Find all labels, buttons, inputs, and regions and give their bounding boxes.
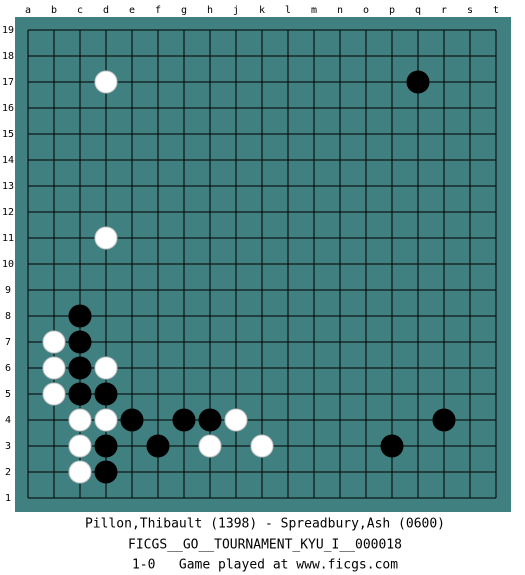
black-stone <box>120 408 144 432</box>
row-label: 18 <box>2 51 14 62</box>
row-label: 13 <box>2 181 14 192</box>
row-label: 11 <box>2 233 14 244</box>
white-stone <box>68 434 92 458</box>
white-stone <box>68 408 92 432</box>
row-label: 9 <box>5 285 11 296</box>
white-stone <box>94 70 118 94</box>
event: FICGS__GO__TOURNAMENT_KYU_I__000018 <box>128 538 402 553</box>
black-stone <box>380 434 404 458</box>
column-label: r <box>441 5 447 16</box>
row-label: 17 <box>2 77 14 88</box>
white-stone <box>94 226 118 250</box>
white-stone <box>42 356 66 380</box>
row-label: 19 <box>2 25 14 36</box>
column-label: h <box>207 5 213 16</box>
column-label: g <box>181 5 187 16</box>
row-label: 4 <box>5 415 11 426</box>
black-stone <box>94 382 118 406</box>
column-label: n <box>337 5 343 16</box>
white-stone <box>42 382 66 406</box>
row-label: 16 <box>2 103 14 114</box>
black-stone <box>68 304 92 328</box>
stones <box>42 70 456 484</box>
black-stone <box>68 382 92 406</box>
column-label: o <box>363 5 369 16</box>
row-label: 1 <box>5 493 11 504</box>
column-label: d <box>103 5 109 16</box>
black-stone <box>94 460 118 484</box>
row-label: 12 <box>2 207 14 218</box>
column-label: q <box>415 5 421 16</box>
column-label: p <box>389 5 395 16</box>
white-stone <box>68 460 92 484</box>
black-stone <box>198 408 222 432</box>
row-label: 2 <box>5 467 11 478</box>
row-label: 10 <box>2 259 14 270</box>
column-label: c <box>77 5 83 16</box>
black-stone <box>68 330 92 354</box>
black-stone <box>432 408 456 432</box>
black-stone <box>146 434 170 458</box>
column-label: l <box>285 5 291 16</box>
white-stone <box>94 408 118 432</box>
white-stone <box>198 434 222 458</box>
grid <box>27 29 497 499</box>
black-stone <box>94 434 118 458</box>
column-label: m <box>311 5 317 16</box>
players: Pillon,Thibault (1398) - Spreadbury,Ash … <box>85 517 445 532</box>
black-stone <box>68 356 92 380</box>
white-stone <box>94 356 118 380</box>
white-stone <box>42 330 66 354</box>
black-stone <box>406 70 430 94</box>
column-label: b <box>51 5 57 16</box>
row-label: 14 <box>2 155 14 166</box>
black-stone <box>172 408 196 432</box>
column-label: s <box>467 5 473 16</box>
column-label: e <box>129 5 135 16</box>
row-label: 15 <box>2 129 14 140</box>
white-stone <box>250 434 274 458</box>
column-label: a <box>25 5 31 16</box>
column-label: k <box>259 5 265 16</box>
row-label: 3 <box>5 441 11 452</box>
result: 1-0 Game played at www.ficgs.com <box>132 558 398 573</box>
row-label: 8 <box>5 311 11 322</box>
coordinates: a b c d e f g h j k l m n o p q r s t191817161514131211109… <box>2 5 499 504</box>
row-label: 7 <box>5 337 11 348</box>
column-label: t <box>493 5 499 16</box>
column-label: f <box>155 5 161 16</box>
white-stone <box>224 408 248 432</box>
row-label: 6 <box>5 363 11 374</box>
row-label: 5 <box>5 389 11 400</box>
column-label: j <box>233 5 239 16</box>
